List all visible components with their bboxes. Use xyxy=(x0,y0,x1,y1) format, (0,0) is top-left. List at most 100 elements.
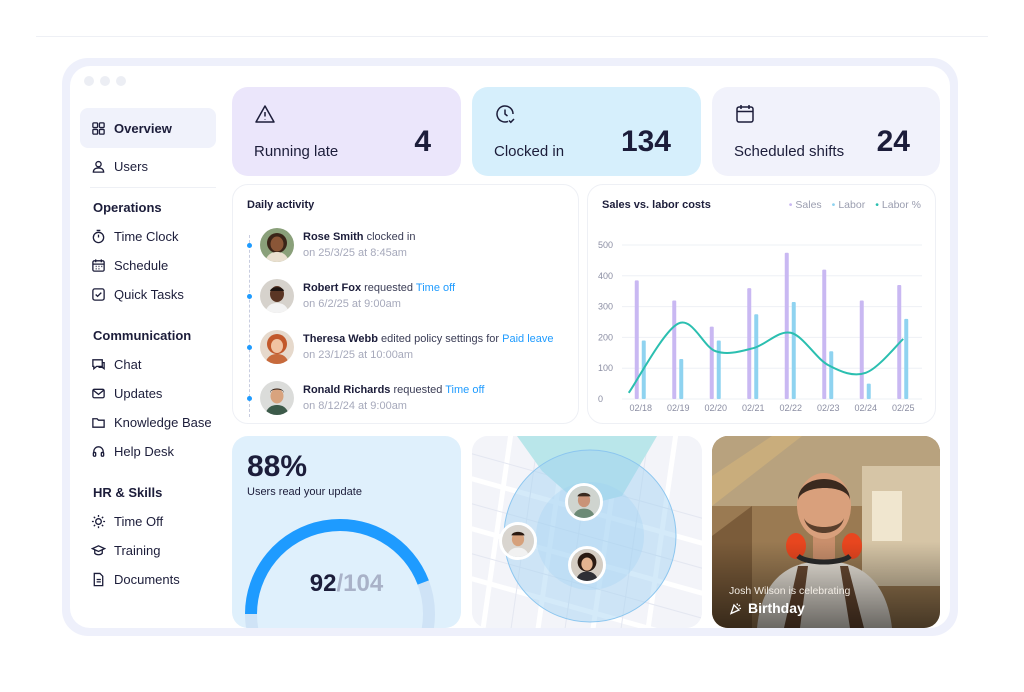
celebration-card[interactable]: Josh Wilson is celebrating Birthday xyxy=(712,436,940,628)
grid-icon xyxy=(92,121,105,135)
section-title-communication: Communication xyxy=(93,328,192,343)
map-avatar[interactable] xyxy=(568,546,606,584)
bar-labor xyxy=(904,318,909,399)
sidebar-item-label: Time Clock xyxy=(114,229,179,244)
read-percent: 88% xyxy=(247,450,308,483)
stat-label: Running late xyxy=(254,143,339,160)
section-title-operations: Operations xyxy=(93,200,162,215)
gauge-progress xyxy=(245,519,429,615)
mail-icon xyxy=(92,388,105,399)
sidebar-item-updates[interactable]: Updates xyxy=(80,379,216,408)
window-dot-minimize[interactable] xyxy=(100,76,110,86)
bar-sales xyxy=(634,280,639,399)
map-avatar[interactable] xyxy=(565,483,603,521)
sidebar-item-label: Help Desk xyxy=(114,444,174,459)
activity-action: edited policy settings for xyxy=(378,333,503,345)
sidebar-item-quick-tasks[interactable]: Quick Tasks xyxy=(80,280,216,309)
x-tick-label: 02/24 xyxy=(854,403,877,413)
activity-item[interactable]: Robert Fox requested Time off on 6/2/25 … xyxy=(247,279,455,313)
timeline-dot xyxy=(247,395,252,401)
x-tick-label: 02/21 xyxy=(742,403,765,413)
stat-card-clocked-in[interactable]: Clocked in 134 xyxy=(472,87,701,176)
activity-timestamp: on 8/12/24 at 9:00am xyxy=(303,400,407,412)
sidebar-item-label: Chat xyxy=(114,357,142,372)
sidebar-item-overview[interactable]: Overview xyxy=(80,108,216,148)
sidebar-item-knowledge-base[interactable]: Knowledge Base xyxy=(80,408,216,437)
activity-timestamp: on 23/1/25 at 10:00am xyxy=(303,349,414,361)
celebration-event: Birthday xyxy=(729,600,805,616)
sidebar-item-users[interactable]: Users xyxy=(80,152,216,181)
x-tick-label: 02/23 xyxy=(817,403,840,413)
sidebar-item-documents[interactable]: Documents xyxy=(80,565,216,594)
sidebar-item-chat[interactable]: Chat xyxy=(80,350,216,379)
stat-card-running-late[interactable]: Running late 4 xyxy=(232,87,461,176)
activity-item[interactable]: Theresa Webb edited policy settings for … xyxy=(247,330,554,364)
sidebar-item-label: Documents xyxy=(114,572,180,587)
legend-labor[interactable]: Labor xyxy=(832,199,865,211)
activity-link[interactable]: Time off xyxy=(415,282,456,294)
sidebar-item-schedule[interactable]: Schedule xyxy=(80,251,216,280)
stat-label: Scheduled shifts xyxy=(734,143,845,160)
chat-icon xyxy=(92,359,105,371)
legend-labor-percent[interactable]: Labor % xyxy=(875,199,921,211)
window-dot-maximize[interactable] xyxy=(116,76,126,86)
activity-user-name[interactable]: Robert Fox xyxy=(303,282,362,294)
stat-label: Clocked in xyxy=(494,143,565,160)
activity-item[interactable]: Ronald Richards requested Time off on 8/… xyxy=(247,381,484,415)
sidebar-item-label: Users xyxy=(114,159,148,174)
sidebar-item-label: Updates xyxy=(114,386,163,401)
activity-item[interactable]: Rose Smith clocked in on 25/3/25 at 8:45… xyxy=(247,228,416,262)
team-location-map[interactable] xyxy=(472,436,702,628)
read-caption: Users read your update xyxy=(247,486,362,498)
sidebar: Overview Users Operations Time Clock Sch… xyxy=(80,108,216,594)
sidebar-item-training[interactable]: Training xyxy=(80,536,216,565)
chart-legend: Sales Labor Labor % xyxy=(789,199,921,211)
calendar-icon xyxy=(736,105,754,123)
activity-link[interactable]: Time off xyxy=(445,384,485,396)
avatar[interactable] xyxy=(260,330,294,364)
top-divider xyxy=(36,36,988,37)
y-tick-label: 0 xyxy=(598,394,603,404)
read-count: 92/104 xyxy=(232,570,461,598)
folder-icon xyxy=(92,418,105,428)
stat-card-scheduled-shifts[interactable]: Scheduled shifts 24 xyxy=(712,87,940,176)
app-window: Overview Users Operations Time Clock Sch… xyxy=(70,66,950,628)
sidebar-item-label: Training xyxy=(114,543,161,558)
sidebar-divider xyxy=(90,187,216,188)
avatar[interactable] xyxy=(260,279,294,313)
activity-timestamp: on 6/2/25 at 9:00am xyxy=(303,298,401,310)
bar-sales xyxy=(672,300,677,399)
legend-sales[interactable]: Sales xyxy=(789,199,821,211)
headset-icon xyxy=(92,446,105,457)
sun-icon xyxy=(91,514,106,529)
activity-action: requested xyxy=(361,282,416,294)
bar-labor xyxy=(866,383,871,399)
window-dot-close[interactable] xyxy=(84,76,94,86)
y-tick-label: 200 xyxy=(598,332,613,342)
x-tick-label: 02/25 xyxy=(892,403,915,413)
y-tick-label: 300 xyxy=(598,302,613,312)
timeline-dot xyxy=(247,344,252,350)
x-tick-label: 02/19 xyxy=(667,403,690,413)
daily-activity-card: Daily activity Rose Smith clocked in on … xyxy=(232,184,579,424)
avatar[interactable] xyxy=(260,228,294,262)
user-icon xyxy=(92,160,105,173)
activity-user-name[interactable]: Ronald Richards xyxy=(303,384,391,396)
sidebar-item-time-off[interactable]: Time Off xyxy=(80,507,216,536)
y-tick-label: 100 xyxy=(598,363,613,373)
update-read-card[interactable]: 88% Users read your update 92/104 xyxy=(232,436,461,628)
stat-value: 134 xyxy=(620,125,671,158)
bar-sales xyxy=(747,288,752,399)
graduation-cap-icon xyxy=(91,545,106,556)
map-avatar[interactable] xyxy=(499,522,537,560)
activity-link[interactable]: Paid leave xyxy=(502,333,554,345)
activity-user-name[interactable]: Rose Smith xyxy=(303,231,364,243)
activity-action: clocked in xyxy=(363,231,416,243)
activity-user-name[interactable]: Theresa Webb xyxy=(303,333,378,345)
line-labor-percent xyxy=(627,321,904,394)
sidebar-item-time-clock[interactable]: Time Clock xyxy=(80,222,216,251)
x-tick-label: 02/20 xyxy=(704,403,727,413)
avatar[interactable] xyxy=(260,381,294,415)
calendar-icon xyxy=(92,259,105,272)
sidebar-item-help-desk[interactable]: Help Desk xyxy=(80,437,216,466)
